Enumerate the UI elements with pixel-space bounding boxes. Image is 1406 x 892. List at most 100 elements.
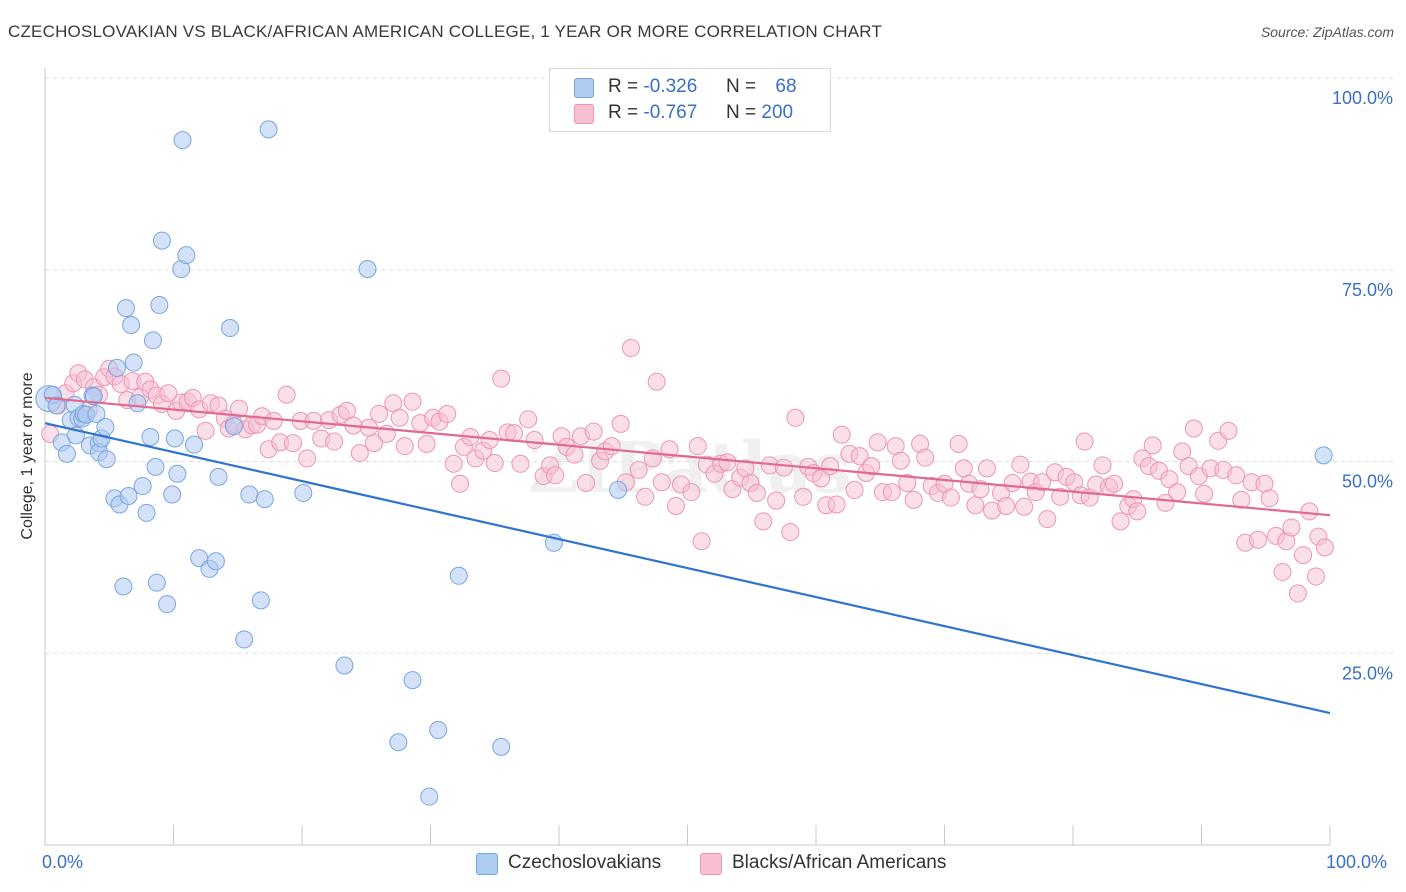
data-point-blue (147, 573, 166, 592)
data-point-pink (1306, 567, 1325, 586)
data-point-blue (133, 477, 152, 496)
data-point-pink (954, 459, 973, 478)
data-point-pink (364, 434, 383, 453)
data-point-pink (629, 460, 648, 479)
legend-swatch-blue (476, 853, 498, 875)
data-point-pink (284, 434, 303, 453)
data-point-blue (57, 444, 76, 463)
data-point-blue (389, 733, 408, 752)
y-tick-label: 50.0% (1342, 472, 1393, 492)
data-point-blue (146, 457, 165, 476)
data-point-blue (143, 331, 162, 350)
axes (44, 68, 1331, 846)
data-point-pink (971, 480, 990, 499)
data-point-pink (966, 496, 985, 515)
data-point-blue (87, 404, 106, 423)
legend-r-label: R = (608, 102, 639, 123)
legend-r-label: R = (608, 76, 639, 97)
data-point-pink (682, 483, 701, 502)
data-point-pink (230, 399, 249, 418)
data-point-blue (122, 315, 141, 334)
data-point-pink (451, 474, 470, 493)
data-point-blue (107, 358, 126, 377)
legend-n-value: 68 (775, 76, 797, 97)
data-point-blue (116, 299, 135, 318)
data-point-blue (1314, 446, 1333, 465)
data-point-blue (358, 259, 377, 278)
data-point-blue (255, 490, 274, 509)
data-point-blue (235, 630, 254, 649)
data-point-pink (1273, 562, 1292, 581)
data-point-pink (511, 454, 530, 473)
data-point-pink (1093, 456, 1112, 475)
data-point-pink (1249, 530, 1268, 549)
legend-label: Czechoslovakians (508, 852, 662, 873)
legend-label: Blacks/African Americans (732, 852, 947, 873)
series-blacks-african-americans (41, 338, 1334, 603)
data-point-pink (666, 496, 685, 515)
data-point-pink (602, 437, 621, 456)
data-point-pink (1184, 419, 1203, 438)
data-point-blue (609, 480, 628, 499)
data-point-blue (209, 467, 228, 486)
data-point-pink (576, 473, 595, 492)
data-point-pink (898, 473, 917, 492)
data-point-pink (1011, 455, 1030, 474)
data-point-pink (1156, 493, 1175, 512)
data-point-blue (141, 427, 160, 446)
legend-n-value: 200 (761, 102, 794, 123)
data-point-blue (259, 120, 278, 139)
data-point-pink (403, 392, 422, 411)
data-point-blue (429, 720, 448, 739)
data-point-pink (485, 454, 504, 473)
data-point-pink (370, 404, 389, 423)
data-point-pink (1260, 489, 1279, 508)
data-point-pink (652, 473, 671, 492)
legend-r-value: -0.767 (643, 102, 698, 123)
data-point-pink (1111, 512, 1130, 531)
legend-n-label: N = (726, 76, 757, 97)
x-tick-label-min: 0.0% (42, 852, 84, 872)
chart-title: CZECHOSLOVAKIAN VS BLACK/AFRICAN AMERICA… (8, 22, 883, 41)
data-point-blue (128, 394, 147, 413)
data-point-pink (584, 422, 603, 441)
data-point-blue (335, 656, 354, 675)
data-point-pink (1227, 466, 1246, 485)
data-point-pink (868, 433, 887, 452)
data-point-pink (904, 490, 923, 509)
y-tick-label: 100.0% (1332, 88, 1393, 108)
data-point-pink (862, 457, 881, 476)
data-point-pink (747, 483, 766, 502)
x-tick-label-max: 100.0% (1326, 852, 1388, 872)
trend-line-blacks-african-americans (44, 396, 1331, 517)
data-point-pink (492, 369, 511, 388)
data-point-pink (997, 496, 1016, 515)
data-point-pink (1143, 436, 1162, 455)
data-point-pink (781, 523, 800, 542)
data-point-blue (84, 387, 103, 406)
data-point-pink (1300, 502, 1319, 521)
data-point-blue (158, 595, 177, 614)
data-point-pink (827, 495, 846, 514)
data-point-pink (1033, 473, 1052, 492)
legend-swatch-blue (574, 78, 594, 98)
data-point-blue (47, 396, 66, 415)
data-point-blue (163, 485, 182, 504)
y-tick-label: 75.0% (1342, 280, 1393, 300)
data-point-pink (395, 437, 414, 456)
data-point-pink (941, 488, 960, 507)
trend-lines (44, 396, 1331, 715)
data-point-blue (119, 487, 138, 506)
data-point-blue (185, 435, 204, 454)
data-point-pink (196, 421, 215, 440)
data-point-blue (114, 577, 133, 596)
data-point-pink (774, 458, 793, 477)
data-point-pink (438, 404, 457, 423)
data-point-pink (891, 451, 910, 470)
data-point-pink (767, 491, 786, 510)
data-point-pink (1003, 473, 1022, 492)
data-point-blue (173, 131, 192, 150)
y-tick-label: 25.0% (1342, 663, 1393, 683)
source-label: Source: ZipAtlas.com (1260, 24, 1394, 40)
